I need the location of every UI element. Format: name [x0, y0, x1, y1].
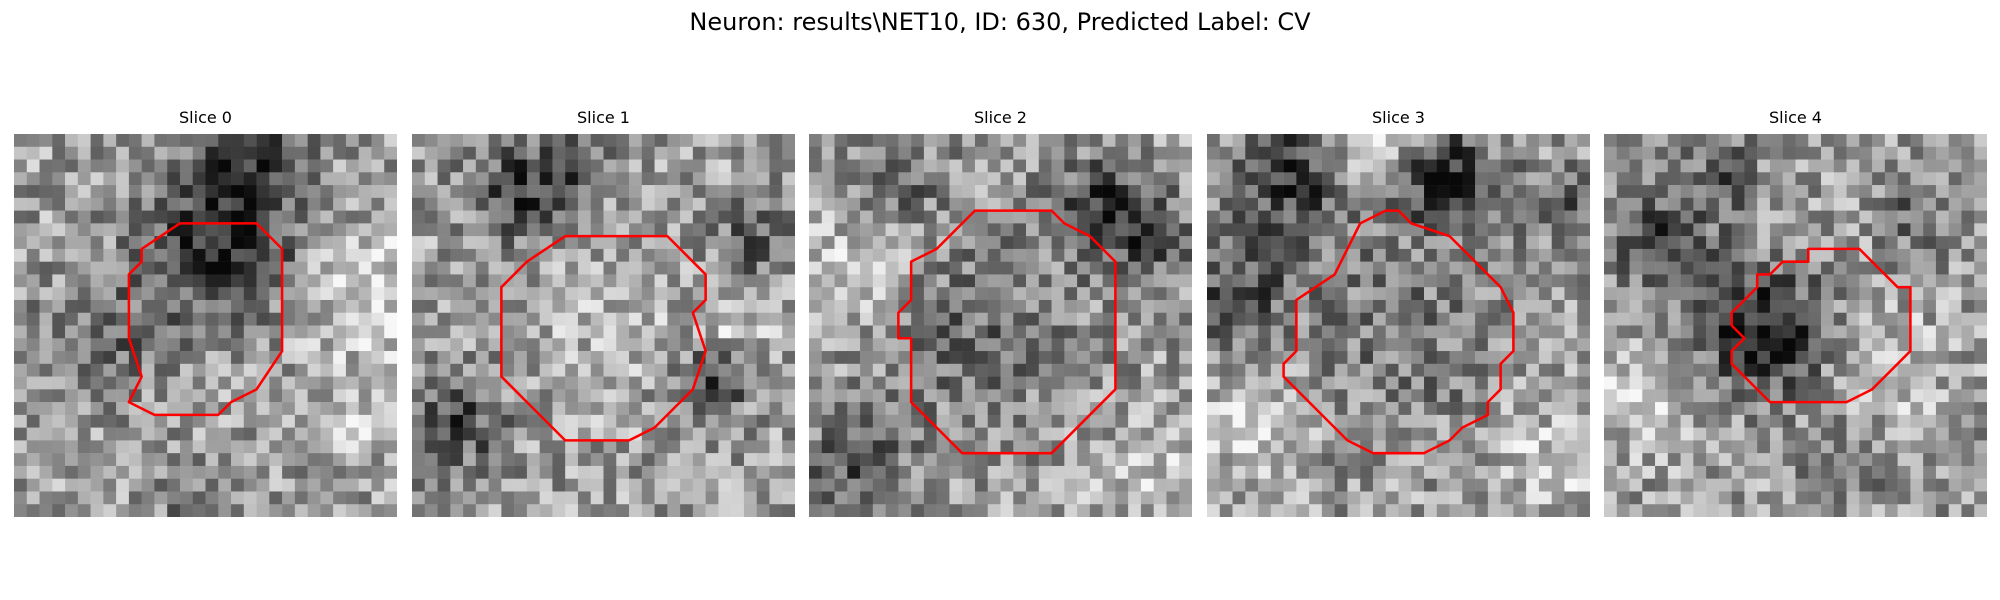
slice-title: Slice 4: [1769, 108, 1822, 127]
slice-image: [1207, 134, 1590, 517]
roi-contour: [897, 209, 1117, 455]
pixel-grid: [1604, 134, 1987, 517]
pixel-grid: [412, 134, 795, 517]
slice-image: [1604, 134, 1987, 517]
roi-contour: [1282, 209, 1515, 455]
roi-contour: [1730, 247, 1912, 404]
slice-title: Slice 3: [1372, 108, 1425, 127]
slice-image: [809, 134, 1192, 517]
roi-contour: [127, 222, 284, 417]
figure-title: Neuron: results\NET10, ID: 630, Predicte…: [689, 8, 1311, 36]
roi-contour: [500, 234, 707, 442]
slice-title: Slice 2: [974, 108, 1027, 127]
pixel-grid: [14, 134, 397, 517]
pixel-grid: [809, 134, 1192, 517]
slice-image: [14, 134, 397, 517]
slice-title: Slice 0: [179, 108, 232, 127]
slice-title: Slice 1: [577, 108, 630, 127]
pixel-grid: [1207, 134, 1590, 517]
slice-image: [412, 134, 795, 517]
